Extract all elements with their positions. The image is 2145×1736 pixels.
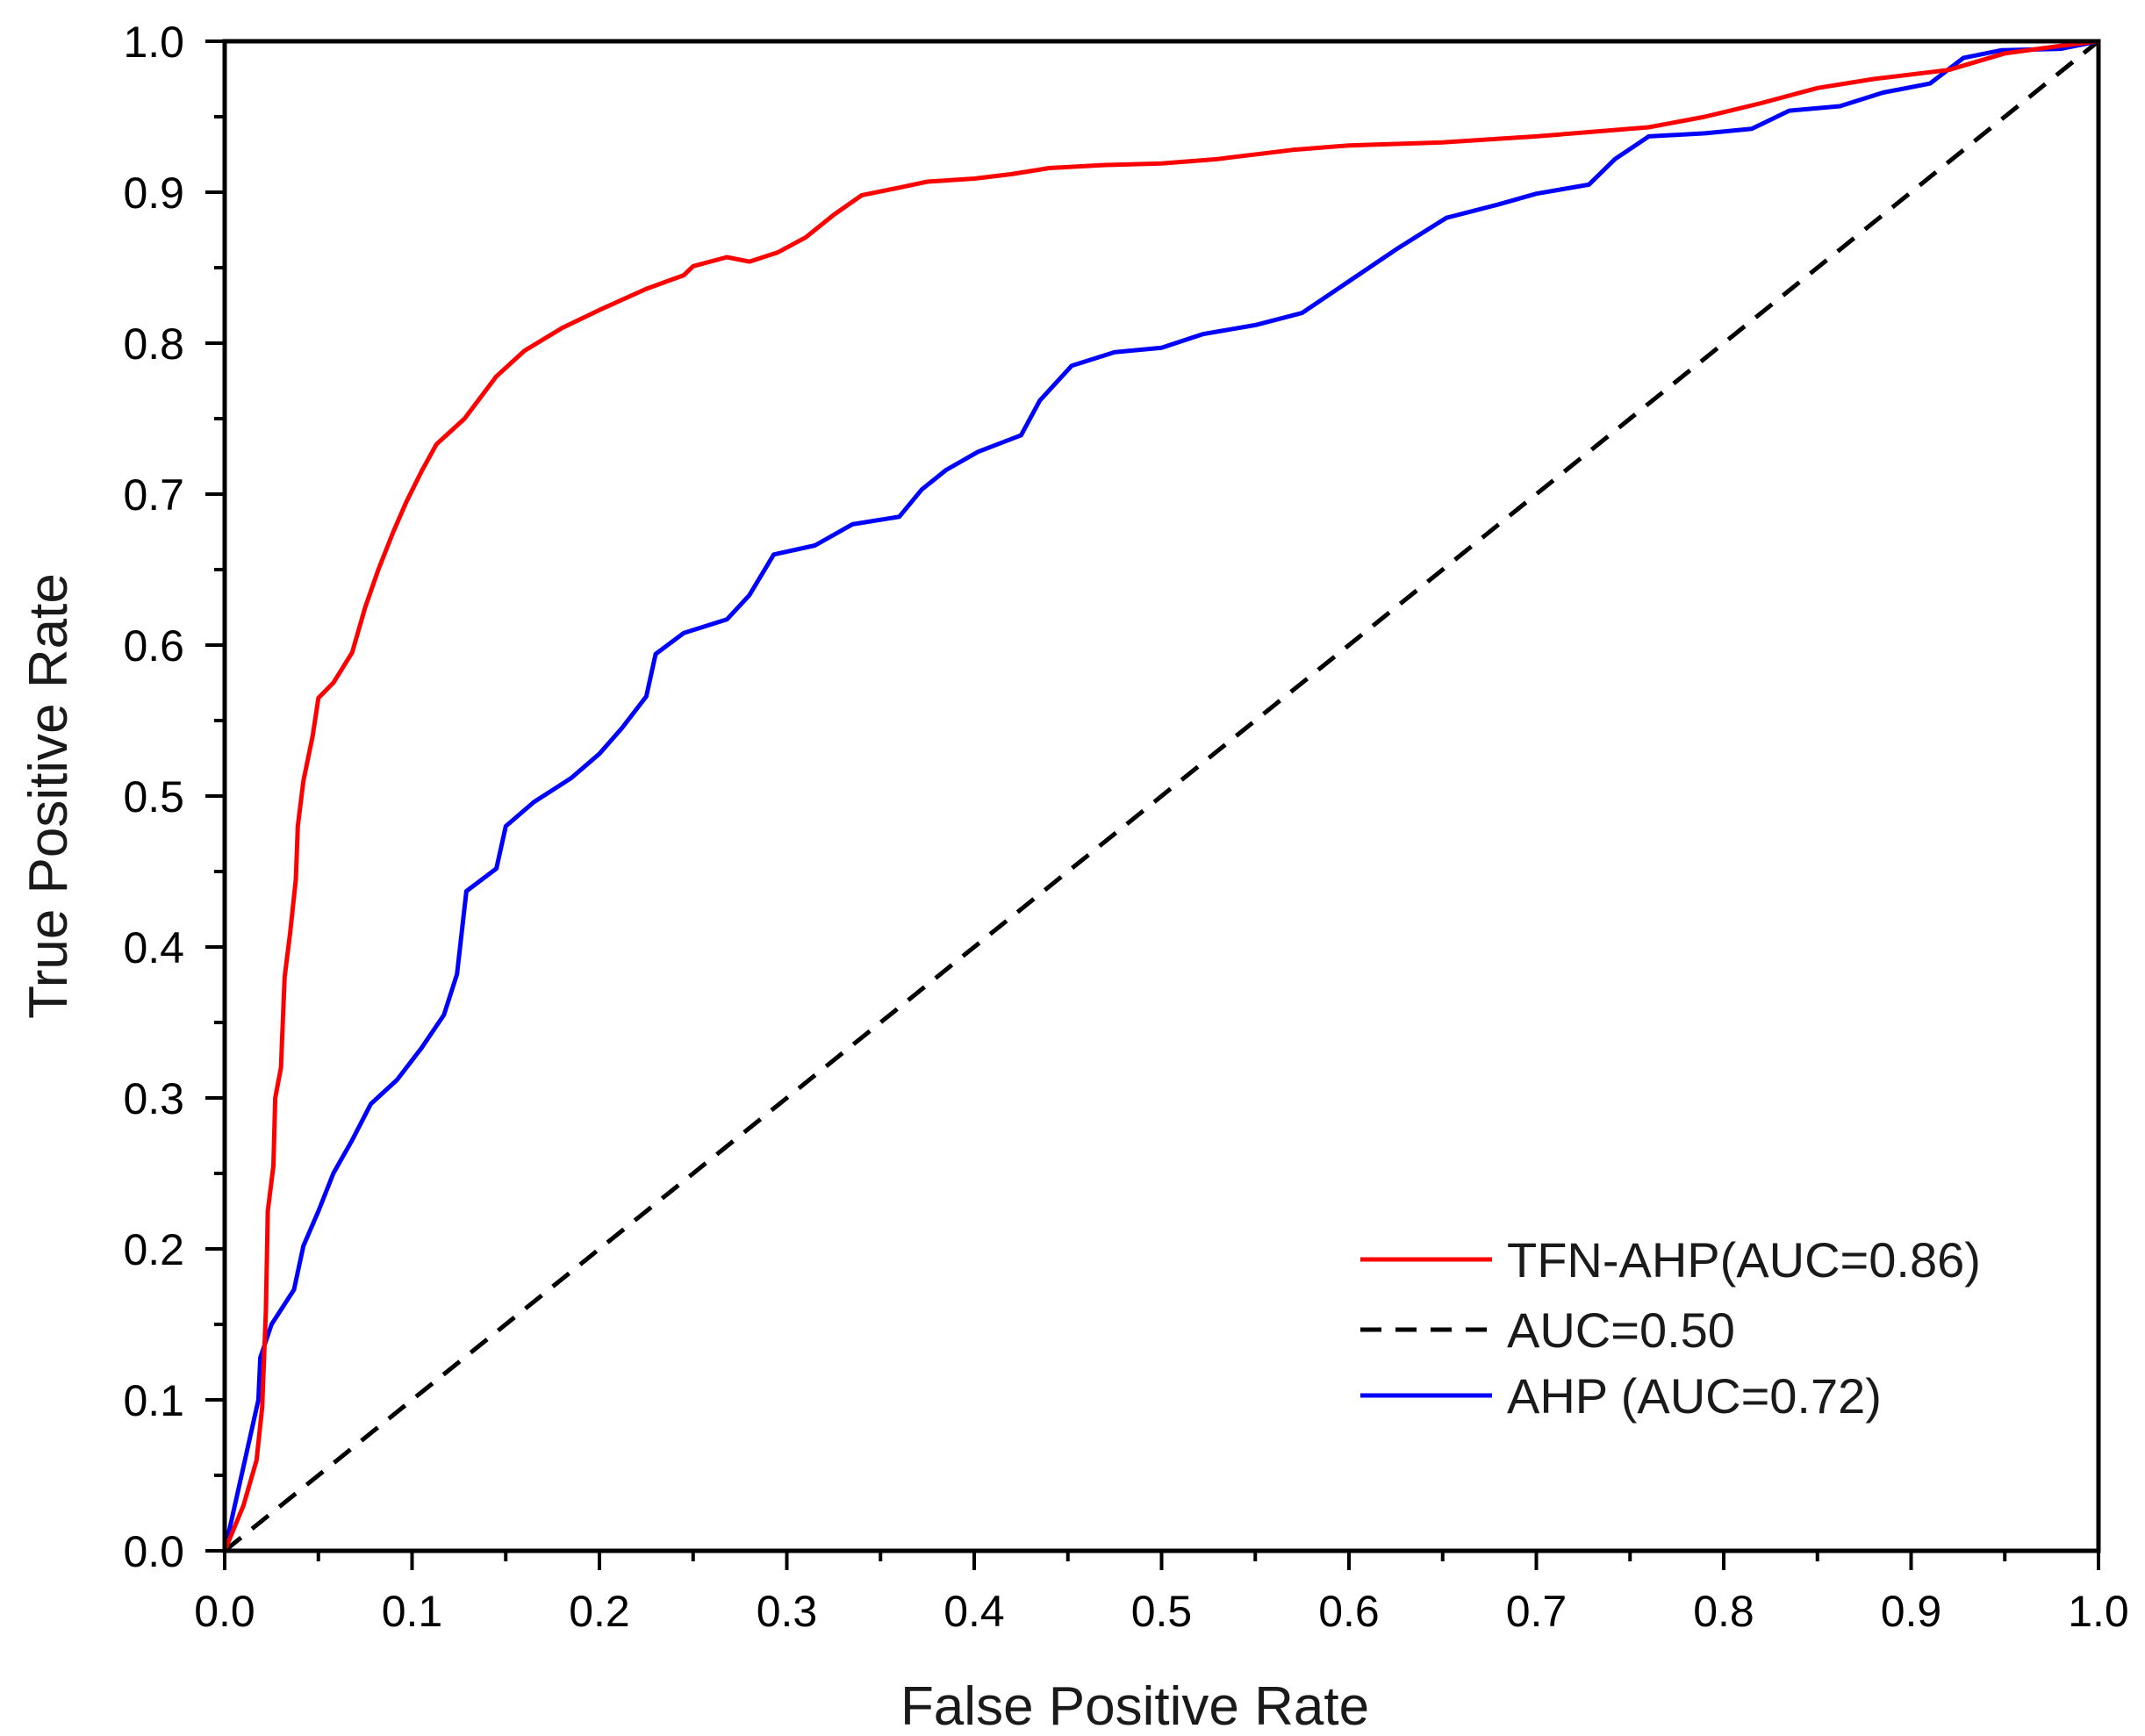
x-axis-title: False Positive Rate [900,1676,1369,1736]
x-tick-label: 0.0 [194,1587,255,1636]
y-tick-label: 0.0 [123,1527,184,1576]
series-line-2 [222,39,2101,1553]
legend-label-0: TFN-AHP(AUC=0.86) [1507,1232,1981,1288]
y-tick-label: 0.2 [123,1225,184,1274]
plot-frame [222,39,2101,1553]
tick-labels: 0.0 0.1 0.2 0.3 0.4 0.5 0.6 0.7 0.8 0.9 1.0 0.0 0.1 0… [123,18,2128,1636]
plot-lines [222,39,2101,1553]
y-tick-label: 1.0 [123,18,184,67]
x-tick-label: 0.5 [1131,1587,1193,1636]
axis-ticks [205,39,2100,1570]
y-tick-label: 0.3 [123,1074,184,1123]
y-tick-label: 0.1 [123,1376,184,1425]
y-tick-label: 0.5 [123,772,184,821]
y-tick-label: 0.9 [123,169,184,218]
x-tick-label: 0.2 [569,1587,630,1636]
x-tick-label: 0.1 [382,1587,443,1636]
x-tick-label: 1.0 [2068,1587,2129,1636]
x-tick-label: 0.8 [1693,1587,1754,1636]
legend: TFN-AHP(AUC=0.86) AUC=0.50 AHP (AUC=0.72) [1360,1232,1981,1424]
series-line-0 [222,39,2101,1553]
y-tick-label: 0.6 [123,621,184,671]
legend-label-1: AUC=0.50 [1507,1302,1735,1358]
x-tick-label: 0.9 [1881,1587,1942,1636]
x-tick-label: 0.6 [1318,1587,1380,1636]
y-tick-label: 0.8 [123,319,184,369]
legend-label-2: AHP (AUC=0.72) [1507,1368,1882,1424]
y-tick-label: 0.4 [123,923,184,972]
x-tick-label: 0.7 [1506,1587,1568,1636]
y-tick-label: 0.7 [123,470,184,520]
y-axis-title: True Positive Rate [18,573,79,1019]
x-tick-label: 0.4 [943,1587,1005,1636]
x-tick-label: 0.3 [757,1587,818,1636]
series-line-1 [223,39,2100,1553]
